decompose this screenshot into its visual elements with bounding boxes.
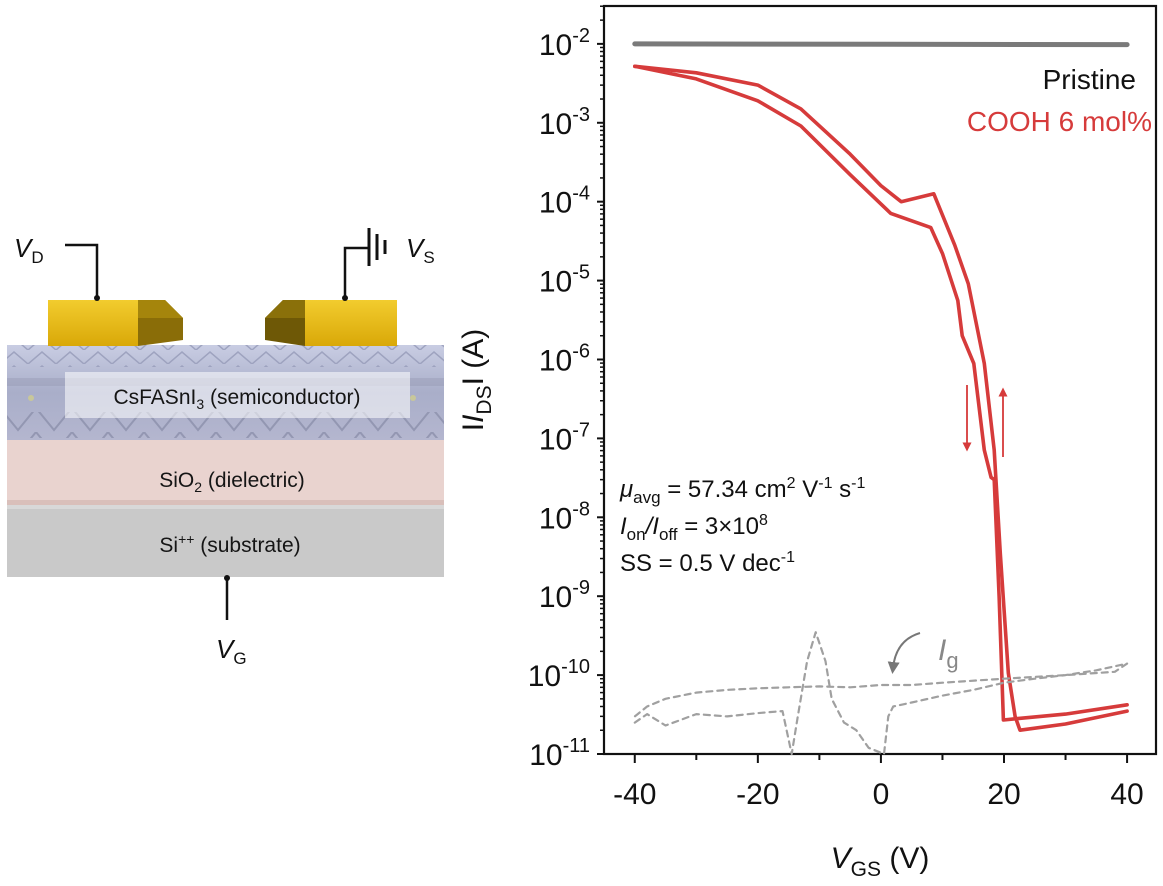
x-tick-label: 40 bbox=[1110, 778, 1143, 811]
drain-electrode bbox=[48, 300, 183, 346]
substrate-superscript: ++ bbox=[178, 531, 194, 547]
y-tick-label: 10-5 bbox=[539, 262, 590, 299]
series-layer bbox=[632, 41, 1130, 756]
x-axis-ticks bbox=[633, 754, 1129, 763]
source-electrode bbox=[265, 300, 397, 346]
legend-entry-cooh: COOH 6 mol% bbox=[967, 106, 1152, 137]
semiconductor-name: CsFASnI bbox=[113, 386, 196, 409]
semiconductor-subscript: 3 bbox=[196, 396, 204, 412]
x-tick-label: -40 bbox=[613, 778, 656, 811]
gate-symbol: V bbox=[216, 634, 236, 664]
drain-symbol: V bbox=[14, 233, 34, 263]
legend: Pristine COOH 6 mol% bbox=[967, 64, 1152, 137]
dielectric-layer-label: SiO2 (dielectric) bbox=[159, 469, 305, 495]
x-tick-label: 20 bbox=[987, 778, 1020, 811]
gate-current-pointer-arrow bbox=[887, 632, 921, 674]
semiconductor-layer-label: CsFASnI3 (semiconductor) bbox=[113, 386, 360, 412]
drain-wire bbox=[65, 243, 99, 298]
x-axis-tick-labels: -40 -20 0 20 40 bbox=[613, 778, 1144, 811]
dielectric-name: SiO bbox=[159, 469, 194, 492]
y-tick-label: 10-7 bbox=[539, 419, 590, 456]
substrate-suffix: (substrate) bbox=[194, 534, 300, 557]
mobility-annotation: μavg = 57.34 cm2 V-1 s-1 bbox=[619, 475, 865, 507]
y-tick-label: 10-11 bbox=[529, 735, 590, 772]
ground-icon bbox=[367, 228, 387, 266]
gate-current-label: Ig bbox=[938, 634, 959, 673]
y-tick-label: 10-6 bbox=[539, 340, 590, 377]
x-tick-label: -20 bbox=[736, 778, 779, 811]
y-tick-label: 10-4 bbox=[539, 183, 590, 220]
y-axis-title: IIDSI (A) bbox=[457, 329, 496, 432]
drain-terminal-label: VD bbox=[14, 233, 44, 267]
x-tick-label: 0 bbox=[873, 778, 890, 811]
sio2-dielectric-layer bbox=[7, 440, 444, 505]
plot-border bbox=[602, 4, 1158, 756]
series-cooh-forward bbox=[632, 64, 1129, 733]
series-cooh-reverse bbox=[632, 64, 1129, 722]
legend-entry-pristine: Pristine bbox=[1043, 64, 1136, 95]
subthreshold-swing-annotation: SS = 0.5 V dec-1 bbox=[620, 549, 795, 577]
si-substrate-layer bbox=[7, 505, 444, 577]
x-axis-title: VGS (V) bbox=[831, 842, 930, 881]
y-tick-label: 10-2 bbox=[539, 25, 590, 62]
metrics-annotation: μavg = 57.34 cm2 V-1 s-1 Ion/Ioff = 3×10… bbox=[619, 475, 865, 577]
plot-frame bbox=[602, 4, 1158, 756]
on-off-ratio-annotation: Ion/Ioff = 3×108 bbox=[620, 512, 768, 544]
y-tick-label: 10-3 bbox=[539, 104, 590, 141]
y-tick-label: 10-9 bbox=[539, 577, 590, 614]
semiconductor-suffix: (semiconductor) bbox=[204, 386, 360, 409]
substrate-layer-label: Si++ (substrate) bbox=[159, 531, 300, 557]
y-axis-ticks bbox=[597, 5, 604, 755]
source-terminal-label: VS bbox=[406, 233, 435, 267]
source-symbol: V bbox=[406, 233, 426, 263]
y-tick-label: 10-8 bbox=[539, 498, 590, 535]
gate-subscript: G bbox=[233, 649, 246, 668]
series-gate-current bbox=[633, 631, 1129, 756]
drain-subscript: D bbox=[31, 248, 43, 267]
substrate-name: Si bbox=[159, 534, 178, 557]
device-schematic: VD VS VG CsFASnI3 (semiconductor) SiO2 (… bbox=[7, 228, 444, 668]
dielectric-suffix: (dielectric) bbox=[202, 469, 305, 492]
series-pristine bbox=[632, 41, 1130, 48]
dielectric-subscript: 2 bbox=[194, 479, 202, 495]
source-subscript: S bbox=[423, 248, 434, 267]
source-wire bbox=[343, 246, 368, 298]
gate-terminal-label: VG bbox=[216, 634, 247, 668]
y-axis-tick-labels: 10-2 10-3 10-4 10-5 10-6 10-7 10-8 10-9 … bbox=[528, 25, 590, 772]
y-tick-label: 10-10 bbox=[528, 656, 590, 693]
